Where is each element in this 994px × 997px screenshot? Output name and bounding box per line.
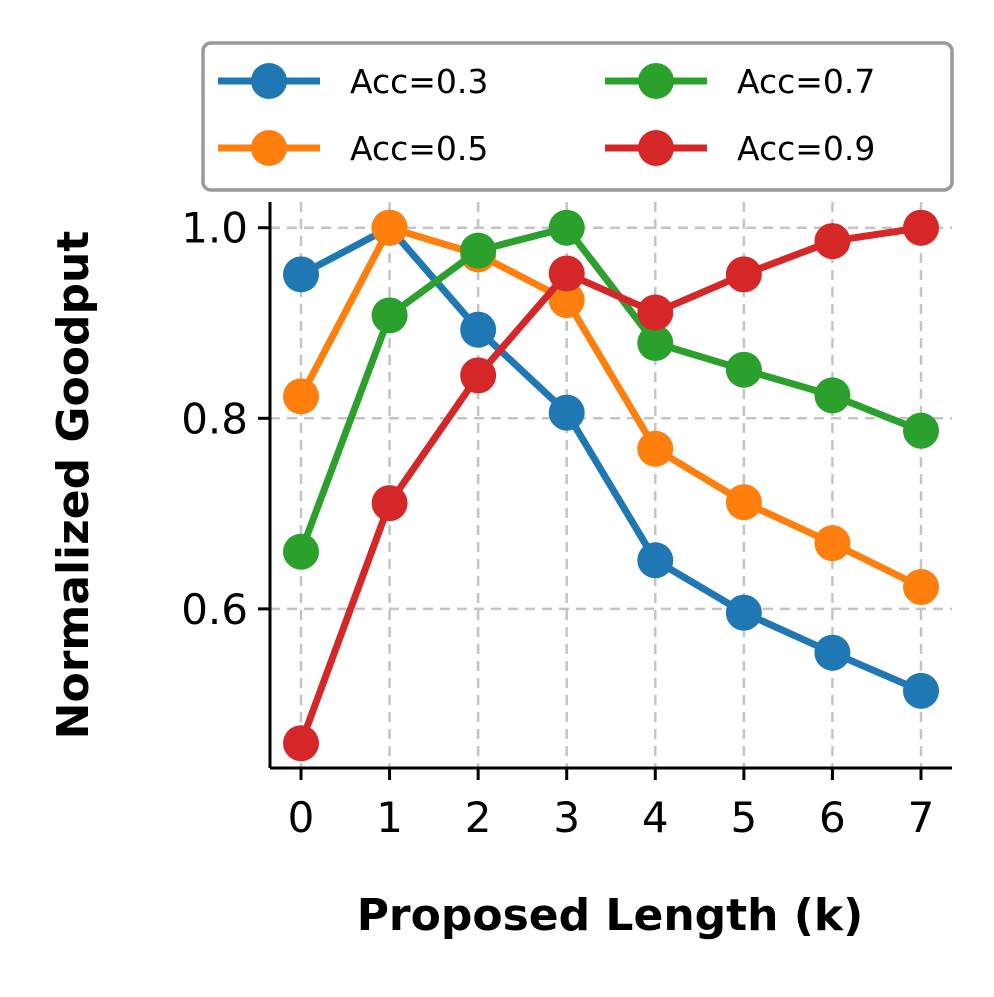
data-point [371, 297, 408, 334]
series-lines [283, 209, 939, 762]
axis-labels: Proposed Length (k) Normalized Goodput [48, 231, 863, 941]
y-tick-label: 0.6 [181, 585, 248, 634]
data-point [814, 634, 851, 671]
legend-marker [251, 130, 287, 166]
data-point [637, 430, 674, 467]
y-tick-label: 0.8 [181, 394, 248, 443]
legend-frame [201, 41, 954, 192]
tick-labels: 0 1 2 3 4 5 6 7 0.6 0.8 1.0 [181, 204, 934, 842]
legend-item: Acc=0.9 [605, 129, 875, 168]
x-tick-label: 3 [553, 793, 580, 842]
data-point [460, 357, 497, 394]
data-point [460, 311, 497, 348]
y-axis-label: Normalized Goodput [48, 231, 99, 740]
legend-marker [638, 63, 674, 99]
legend-item: Acc=0.7 [605, 62, 875, 101]
data-point [371, 209, 408, 246]
data-point [814, 525, 851, 562]
data-point [637, 294, 674, 331]
data-point [903, 209, 939, 246]
data-point [283, 256, 319, 293]
data-point [637, 325, 674, 362]
legend-label: Acc=0.5 [350, 129, 488, 168]
legend-marker [251, 63, 287, 99]
series-Acc=0.9 [283, 209, 939, 762]
legend-item: Acc=0.5 [218, 129, 488, 168]
data-point [814, 223, 851, 260]
x-axis-label: Proposed Length (k) [357, 890, 864, 941]
x-tick-label: 5 [730, 793, 757, 842]
series-Acc=0.7 [283, 209, 939, 570]
data-point [814, 377, 851, 414]
data-point [283, 533, 319, 570]
data-point [725, 351, 762, 388]
legend-label: Acc=0.3 [350, 62, 488, 101]
data-point [725, 594, 762, 631]
legend-marker [638, 130, 674, 166]
legend-label: Acc=0.9 [737, 129, 875, 168]
data-point [371, 485, 408, 522]
y-tick-label: 1.0 [181, 204, 248, 253]
x-tick-label: 7 [908, 793, 935, 842]
data-point [725, 484, 762, 521]
data-point [548, 282, 585, 319]
legend: Acc=0.3 Acc=0.5 Acc=0.7 Acc=0.9 [201, 41, 954, 192]
data-point [283, 725, 319, 762]
data-point [548, 209, 585, 246]
x-tick-label: 4 [642, 793, 669, 842]
data-point [903, 672, 939, 709]
data-point [548, 255, 585, 292]
data-point [460, 232, 497, 269]
x-tick-label: 0 [288, 793, 315, 842]
data-point [548, 394, 585, 431]
axes [258, 202, 952, 780]
legend-label: Acc=0.7 [737, 62, 875, 101]
data-point [283, 378, 319, 415]
x-tick-label: 2 [465, 793, 492, 842]
data-point [637, 542, 674, 579]
x-tick-label: 1 [376, 793, 403, 842]
data-point [903, 412, 939, 449]
data-point [725, 256, 762, 293]
legend-item: Acc=0.3 [218, 62, 488, 101]
data-point [903, 568, 939, 605]
x-tick-label: 6 [819, 793, 846, 842]
